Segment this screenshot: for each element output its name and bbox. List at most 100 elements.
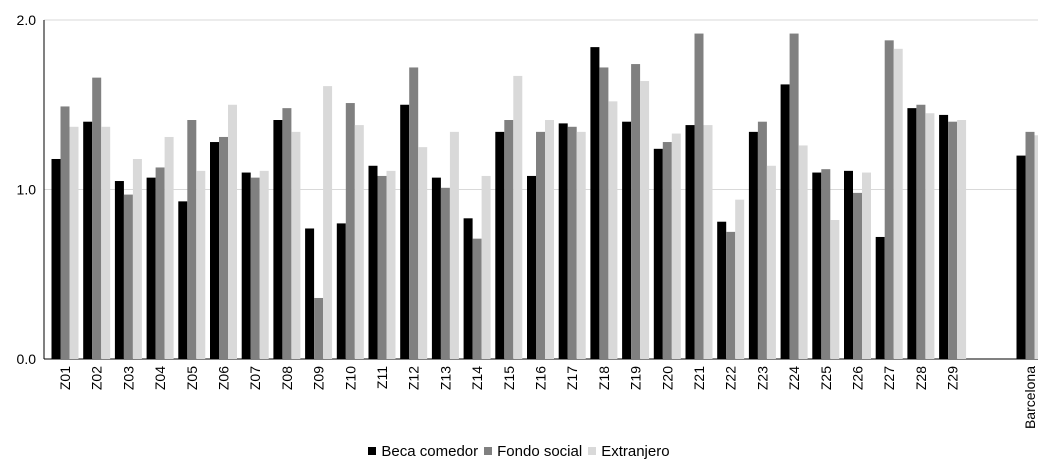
bar-extranjero (101, 126, 111, 359)
bar-beca-comedor (178, 201, 188, 359)
bar-extranjero (925, 113, 935, 359)
bar-fondo-social (757, 121, 767, 359)
bar-fondo-social (948, 121, 958, 359)
bar-extranjero (893, 48, 903, 359)
x-tick-label: Z12 (406, 366, 422, 390)
bar-beca-comedor (717, 221, 727, 359)
bar-beca-comedor (622, 121, 632, 359)
bar-beca-comedor (210, 142, 219, 359)
bar-fondo-social (314, 297, 324, 359)
bar-beca-comedor (336, 223, 346, 359)
bar-extranjero (830, 220, 840, 359)
x-tick-label: Z02 (89, 366, 105, 390)
x-tick-label: Barcelona (1022, 366, 1038, 429)
bar-extranjero (69, 126, 79, 359)
x-tick-label: Z20 (659, 366, 675, 390)
bar-extranjero (703, 125, 713, 359)
bar-extranjero (259, 170, 269, 359)
bar-fondo-social (694, 33, 704, 360)
bar-extranjero (386, 170, 396, 359)
x-tick-label: Z03 (120, 366, 136, 390)
bar-fondo-social (536, 131, 545, 359)
bar-extranjero (735, 199, 745, 359)
bar-beca-comedor (431, 177, 441, 359)
bar-extranjero (418, 147, 428, 359)
bar-extranjero (576, 131, 586, 359)
bar-fondo-social (219, 136, 228, 359)
bar-fondo-social (60, 106, 70, 359)
bar-extranjero (957, 120, 967, 359)
bar-fondo-social (662, 142, 672, 359)
bar-fondo-social (916, 104, 926, 359)
x-tick-label: Z29 (945, 366, 961, 390)
x-tick-label: Z08 (279, 366, 295, 390)
x-tick-label: Z17 (564, 366, 580, 390)
bar-fondo-social (726, 231, 736, 359)
bar-fondo-social (282, 108, 292, 359)
bar-fondo-social (821, 169, 831, 359)
x-tick-label: Z28 (913, 366, 929, 390)
bar-beca-comedor (463, 218, 473, 359)
x-tick-label: Z06 (216, 366, 232, 390)
bar-extranjero (766, 165, 776, 359)
bar-extranjero (354, 125, 364, 359)
x-tick-label: Z04 (152, 366, 168, 390)
bar-beca-comedor (907, 108, 917, 359)
x-tick-label: Z26 (850, 366, 866, 390)
bar-fondo-social (789, 33, 799, 360)
bar-beca-comedor (844, 170, 853, 359)
bar-beca-comedor (812, 172, 822, 359)
bar-beca-comedor (83, 121, 93, 359)
bar-extranjero (862, 172, 871, 359)
bar-fondo-social (853, 192, 862, 359)
bar-beca-comedor (590, 47, 600, 360)
legend: Beca comedor Fondo social Extranjero (0, 440, 1038, 462)
bar-fondo-social (409, 67, 419, 360)
bar-beca-comedor (241, 172, 251, 359)
bar-fondo-social (440, 187, 450, 359)
bar-beca-comedor (146, 177, 156, 359)
legend-item-beca-comedor: Beca comedor (368, 443, 478, 460)
bar-beca-comedor (780, 84, 790, 359)
x-tick-label: Z22 (723, 366, 739, 390)
bar-beca-comedor (1016, 155, 1026, 359)
bar-fondo-social (345, 103, 355, 360)
bar-extranjero (671, 133, 681, 359)
bar-extranjero (798, 145, 808, 359)
x-tick-label: Z10 (342, 366, 358, 390)
legend-swatch (484, 447, 493, 455)
bar-fondo-social (123, 194, 133, 359)
bar-extranjero (164, 136, 174, 359)
legend-swatch (588, 447, 597, 455)
legend-label: Fondo social (497, 442, 583, 460)
bar-fondo-social (884, 40, 894, 360)
x-tick-label: Z24 (786, 366, 802, 390)
bar-extranjero (291, 131, 301, 359)
bar-fondo-social (472, 238, 482, 359)
bar-chart: 0.0 1.0 2.0 Z01 Z02 Z03 Z04 Z05 Z06 Z07 Z08 Z09 Z10 Z… (17, 12, 1038, 429)
bar-extranjero (513, 75, 523, 359)
bar-extranjero (228, 104, 237, 359)
bar-beca-comedor (527, 175, 536, 359)
legend-swatch (368, 447, 377, 455)
bar-extranjero (608, 101, 618, 360)
bar-fondo-social (377, 175, 387, 359)
bar-fondo-social (504, 120, 514, 359)
bar-fondo-social (1025, 131, 1035, 359)
bar-beca-comedor (685, 125, 695, 359)
x-tick-label: Z21 (691, 366, 707, 390)
legend-label: Beca comedor (381, 442, 479, 460)
bar-beca-comedor (273, 120, 283, 359)
bar-extranjero (1034, 135, 1038, 359)
bar-beca-comedor (51, 158, 61, 359)
x-tick-label: Z11 (374, 366, 390, 389)
bar-extranjero (196, 170, 206, 359)
legend-item-fondo-social: Fondo social (484, 443, 582, 460)
x-tick-label: Z23 (754, 366, 770, 390)
bar-extranjero (481, 175, 491, 359)
x-tick-label: Z13 (437, 366, 453, 390)
x-tick-label: Z27 (881, 366, 897, 390)
bar-fondo-social (567, 126, 577, 359)
x-tick-label: Z19 (628, 366, 644, 390)
